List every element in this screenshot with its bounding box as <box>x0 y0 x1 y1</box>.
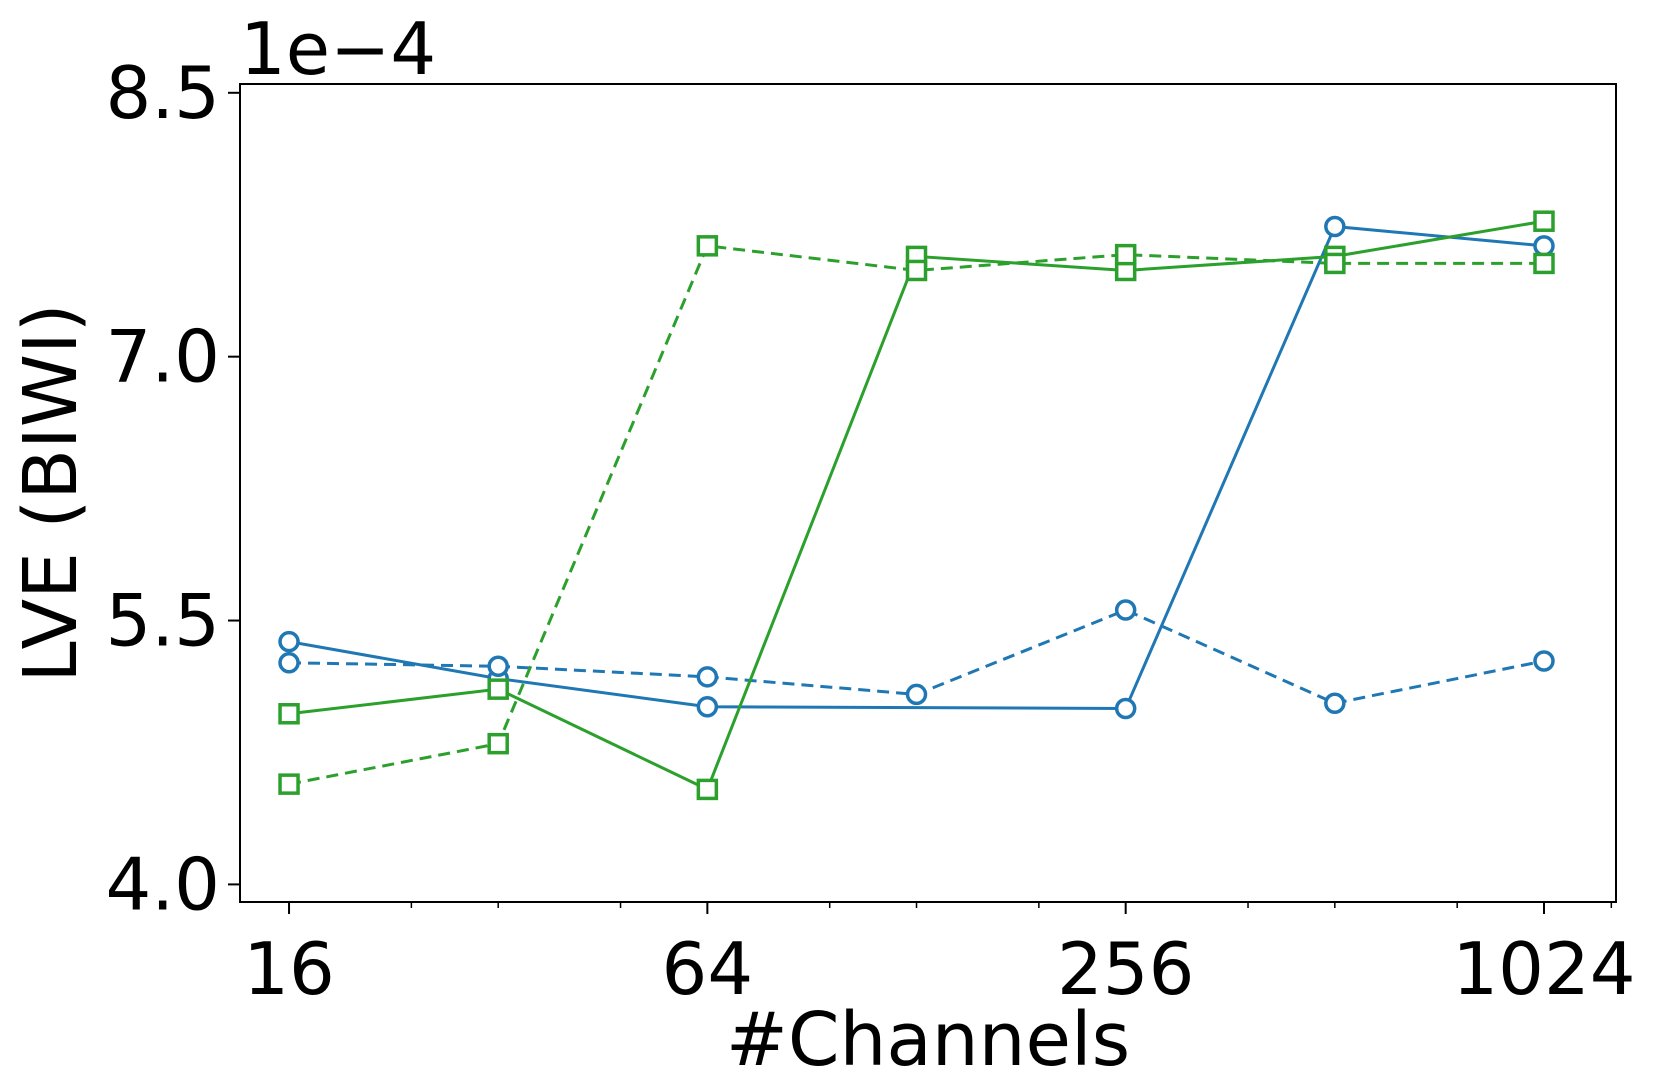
data-point <box>1114 599 1137 621</box>
data-point <box>487 678 509 700</box>
data-point <box>696 778 719 801</box>
data-point <box>696 695 719 718</box>
data-point <box>1114 243 1137 266</box>
y-tick-label: 7.0 <box>105 315 220 399</box>
data-point <box>905 259 928 282</box>
data-point <box>696 235 719 257</box>
data-point <box>1533 210 1555 232</box>
data-point <box>1324 692 1346 714</box>
data-point <box>1324 252 1346 275</box>
data-point <box>487 732 509 755</box>
data-point <box>1324 215 1346 238</box>
data-point <box>1114 697 1137 720</box>
data-point <box>1533 235 1555 257</box>
series-line <box>288 224 1545 710</box>
y-tick-label: 5.5 <box>105 579 220 663</box>
x-axis-title: #Channels <box>726 997 1130 1083</box>
data-point <box>278 703 300 725</box>
tick-labels: 16 64 256 1024 4.0 5.5 7.0 8.5 <box>105 51 1635 1011</box>
data-point <box>1533 252 1555 275</box>
y-tick-label: 8.5 <box>105 51 220 135</box>
x-tick-label: 64 <box>662 927 754 1011</box>
data-point <box>905 683 928 706</box>
x-tick-label: 16 <box>243 927 335 1011</box>
y-axis-title: LVE (BIWI) <box>8 303 94 682</box>
x-tick-label: 1024 <box>1452 927 1635 1011</box>
plot-area <box>239 83 1617 903</box>
data-point <box>1533 650 1555 672</box>
y-offset-label: 1e−4 <box>240 7 436 91</box>
data-point <box>278 773 300 795</box>
series-layer <box>278 210 1555 801</box>
axis-ticks <box>228 91 1613 914</box>
data-point <box>696 666 719 688</box>
data-point <box>278 630 300 653</box>
data-point <box>487 655 509 678</box>
y-tick-label: 4.0 <box>105 842 220 926</box>
data-point <box>278 652 300 674</box>
x-tick-label: 256 <box>1057 927 1194 1011</box>
